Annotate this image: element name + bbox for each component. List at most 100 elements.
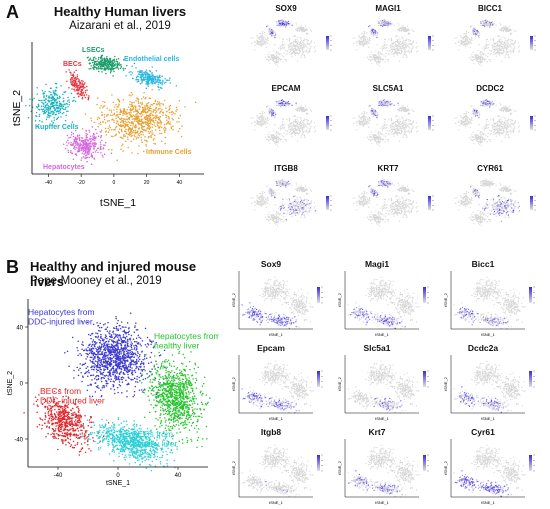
scatter-point	[269, 30, 271, 33]
scatter-point	[72, 147, 75, 150]
scatter-point	[314, 51, 316, 53]
scatter-point	[273, 60, 275, 62]
scatter-point	[86, 150, 89, 152]
scatter-point	[405, 51, 407, 53]
scatter-point	[73, 96, 75, 99]
scatter-point	[46, 104, 48, 106]
scatter-point	[500, 44, 502, 46]
scatter-point	[93, 144, 96, 146]
scatter-point	[506, 41, 508, 43]
scatter-point	[387, 104, 389, 106]
scatter-point	[86, 152, 88, 154]
scatter-point	[270, 56, 272, 58]
scatter-point	[490, 50, 492, 52]
scatter-point	[275, 136, 277, 138]
scatter-point	[146, 83, 148, 85]
scatter-point	[308, 123, 310, 125]
scatter-point	[153, 122, 156, 124]
scatter-point	[95, 142, 97, 145]
scatter-point	[406, 38, 408, 40]
scatter-point	[476, 59, 478, 61]
scatter-point	[299, 27, 301, 29]
scatter-point	[310, 40, 312, 43]
scatter-point	[149, 116, 152, 119]
scatter-point	[464, 40, 466, 42]
scatter-point	[276, 102, 278, 104]
scatter-point	[157, 124, 159, 127]
scatter-point	[79, 93, 81, 95]
scatter-point	[367, 41, 370, 44]
scatter-point	[283, 136, 285, 138]
scatter-point	[274, 44, 276, 46]
scatter-point	[77, 77, 79, 80]
scatter-point	[277, 65, 279, 67]
scatter-point	[360, 116, 363, 118]
scatter-point	[84, 144, 87, 147]
scatter-point	[81, 157, 83, 159]
scatter-point	[118, 103, 120, 105]
scatter-point	[115, 122, 118, 125]
scatter-point	[163, 128, 165, 130]
scatter-point	[259, 115, 262, 117]
scatter-point	[146, 116, 149, 119]
scatter-point	[518, 51, 520, 53]
scatter-point	[478, 56, 480, 58]
scatter-point	[288, 128, 290, 130]
scatter-point	[493, 38, 495, 41]
scatter-point	[148, 114, 151, 116]
scatter-point	[115, 125, 118, 128]
scatter-point	[178, 121, 180, 123]
scatter-point	[300, 55, 302, 57]
scatter-point	[160, 102, 162, 105]
scatter-point	[53, 99, 56, 102]
scatter-point	[382, 99, 385, 101]
scatter-point	[396, 53, 398, 55]
scatter-point	[145, 69, 148, 71]
scatter-point	[377, 56, 379, 58]
scatter-point	[278, 24, 280, 26]
scatter-point	[313, 122, 315, 124]
scatter-point	[260, 123, 262, 125]
scatter-point	[408, 113, 410, 115]
scatter-point	[77, 144, 79, 146]
scatter-point	[399, 28, 401, 30]
scatter-point	[300, 27, 302, 29]
scatter-point	[153, 82, 155, 84]
scatter-point	[154, 77, 157, 80]
scatter-point	[469, 41, 472, 44]
scatter-point	[368, 122, 371, 124]
scatter-point	[280, 19, 283, 21]
scatter-point	[310, 127, 312, 129]
scatter-point	[382, 127, 385, 129]
scatter-point	[477, 60, 479, 62]
scatter-point	[389, 23, 391, 25]
scatter-point	[148, 125, 150, 128]
scatter-point	[275, 52, 277, 54]
scatter-point	[104, 121, 107, 124]
scatter-point	[405, 30, 408, 32]
scatter-point	[472, 33, 474, 35]
scatter-point	[364, 121, 366, 123]
scatter-point	[410, 43, 412, 45]
scatter-point	[103, 118, 106, 121]
color-scale-bar	[428, 36, 431, 50]
scatter-point	[108, 148, 110, 151]
scatter-point	[25, 104, 27, 107]
scatter-point	[297, 41, 300, 43]
scatter-point	[87, 148, 89, 150]
scatter-point	[386, 44, 388, 46]
scatter-point	[403, 110, 405, 112]
scatter-point	[96, 64, 98, 67]
scatter-point	[362, 124, 364, 126]
scatter-point	[87, 97, 90, 99]
scatter-point	[361, 115, 364, 117]
scatter-point	[266, 39, 268, 41]
scatter-point	[148, 118, 151, 121]
scatter-point	[280, 47, 283, 49]
scatter-point	[118, 113, 120, 115]
scatter-point	[289, 38, 291, 41]
scatter-point	[104, 144, 106, 147]
scatter-point	[290, 48, 292, 51]
scatter-point	[286, 102, 288, 104]
scatter-point	[507, 43, 509, 45]
